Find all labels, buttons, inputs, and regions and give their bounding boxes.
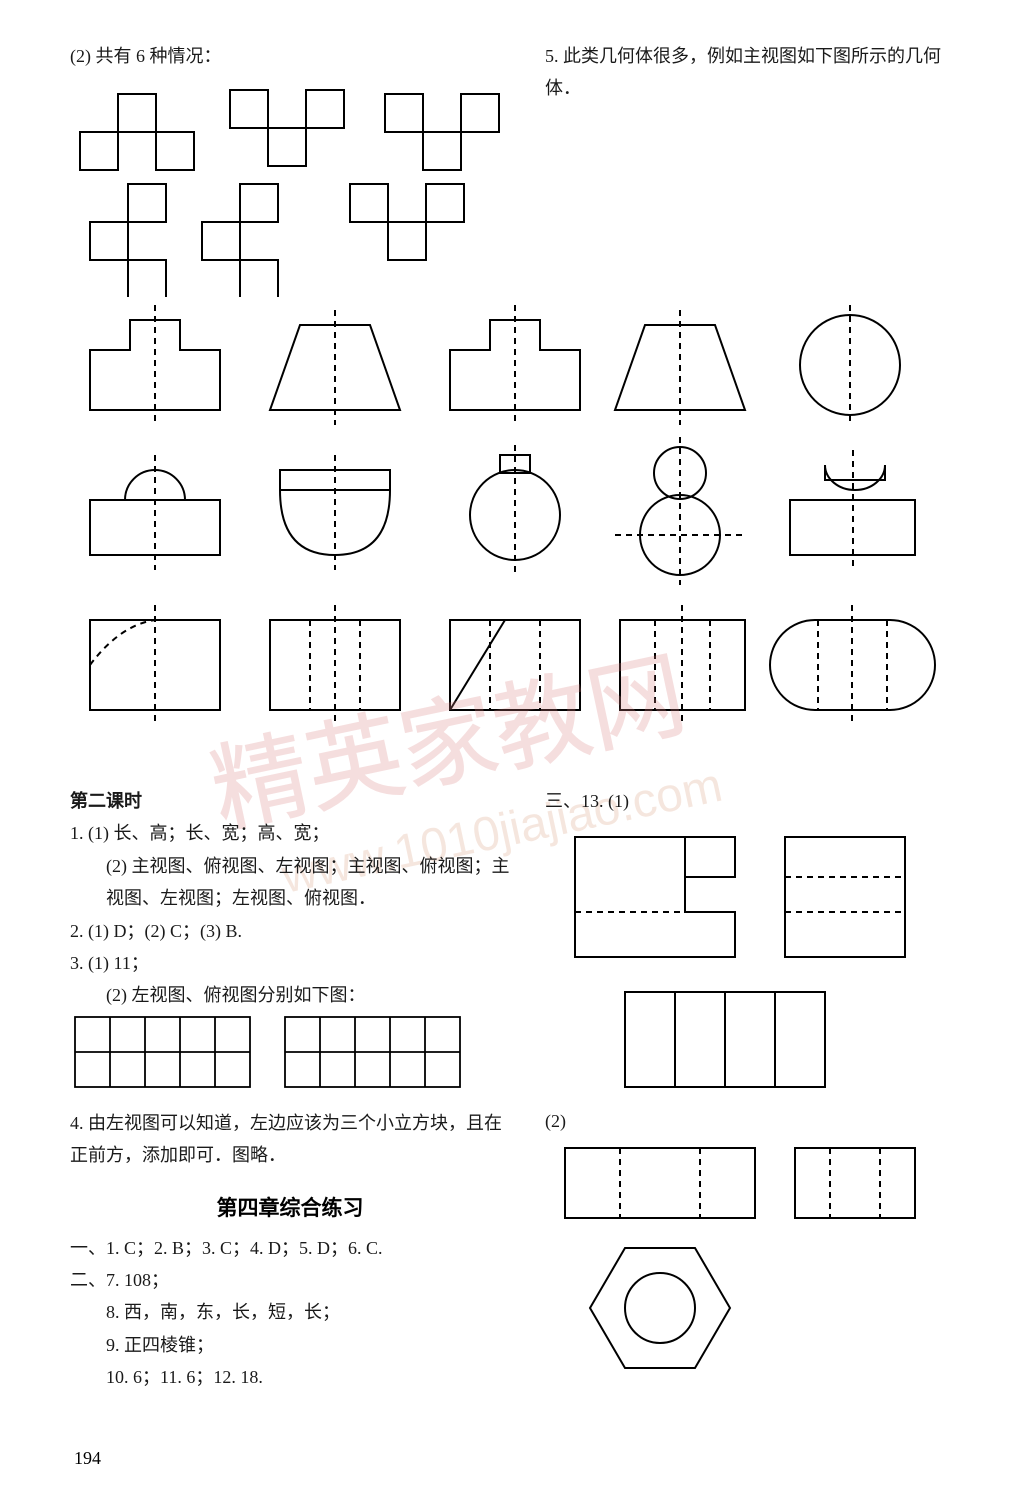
item-1: 1. (1) 长、高；长、宽；高、宽； [70, 817, 510, 849]
answer-10-12: 10. 6；11. 6；12. 18. [70, 1361, 510, 1393]
answer-8: 8. 西，南，东，长，短，长； [70, 1296, 510, 1328]
section-three-13-2: (2) [545, 1105, 945, 1137]
section-three-13: 三、13. (1) [545, 785, 945, 817]
answer-9: 9. 正四棱锥； [70, 1329, 510, 1361]
orthographic-views-grid [70, 300, 950, 740]
grid-views-figure [70, 1012, 470, 1097]
question-5-text: 5. 此类几何体很多，例如主视图如下图所示的几何体． [545, 40, 945, 105]
lesson-2-heading: 第二课时 [70, 785, 510, 817]
six-arrangements-figure [70, 72, 510, 297]
item-3: 3. (1) 11； [70, 947, 510, 979]
item-1b: (2) 主视图、俯视图、左视图；主视图、俯视图；主视图、左视图；左视图、俯视图． [70, 850, 510, 915]
answer-section-two: 二、7. 108； [70, 1264, 510, 1296]
item-4: 4. 由左视图可以知道，左边应该为三个小立方块，且在正前方，添加即可．图略． [70, 1107, 510, 1172]
q13-1-views [545, 817, 945, 1097]
q13-2-views [545, 1138, 945, 1398]
item-3b: (2) 左视图、俯视图分别如下图： [70, 979, 510, 1011]
page-number: 194 [74, 1448, 101, 1469]
chapter-4-heading: 第四章综合练习 [70, 1192, 510, 1222]
answer-2-header: (2) 共有 6 种情况： [70, 40, 510, 72]
answer-section-one: 一、1. C；2. B；3. C；4. D；5. D；6. C. [70, 1232, 510, 1264]
item-2: 2. (1) D；(2) C；(3) B. [70, 915, 510, 947]
